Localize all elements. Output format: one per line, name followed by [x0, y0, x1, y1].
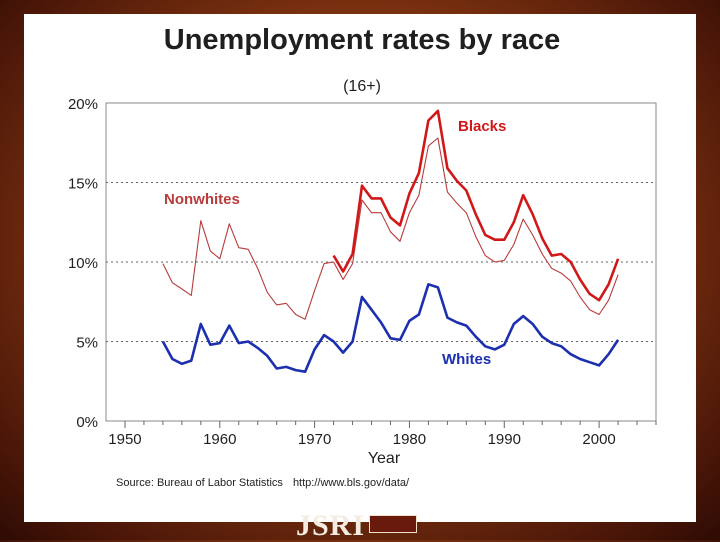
chart-subtitle: (16+)	[343, 78, 381, 95]
series-line-nonwhites	[162, 137, 619, 320]
logo-text: JSRI	[296, 509, 366, 542]
y-tick-label: 10%	[68, 255, 98, 272]
x-axis-title: Year	[368, 450, 401, 467]
chart-title: Unemployment rates by race	[163, 24, 561, 56]
source-label: Source: Bureau of Labor Statistics	[116, 477, 283, 489]
x-tick-label: 1990	[488, 431, 521, 448]
series-label-nonwhites: Nonwhites	[164, 191, 240, 208]
y-tick-label: 15%	[68, 176, 98, 193]
y-tick-label: 5%	[76, 335, 98, 352]
y-tick-label: 20%	[68, 96, 98, 113]
slide-card	[24, 14, 696, 522]
source-line: Source: Bureau of Labor Statistics http:/…	[116, 477, 409, 489]
x-tick-label: 1960	[203, 431, 236, 448]
x-tick-label: 1950	[108, 431, 141, 448]
logo-box	[369, 515, 418, 533]
y-tick-label: 0%	[76, 414, 98, 431]
x-tick-label: 2000	[582, 431, 615, 448]
series-line-blacks	[332, 109, 620, 302]
jsri-logo: JSRI	[296, 509, 418, 542]
x-tick-label: 1980	[393, 431, 426, 448]
source-url: http://www.bls.gov/data/	[292, 477, 410, 489]
series-line-whites	[161, 282, 620, 374]
series-label-whites: Whites	[442, 351, 491, 368]
x-tick-label: 1970	[298, 431, 331, 448]
series-label-blacks: Blacks	[458, 118, 506, 135]
